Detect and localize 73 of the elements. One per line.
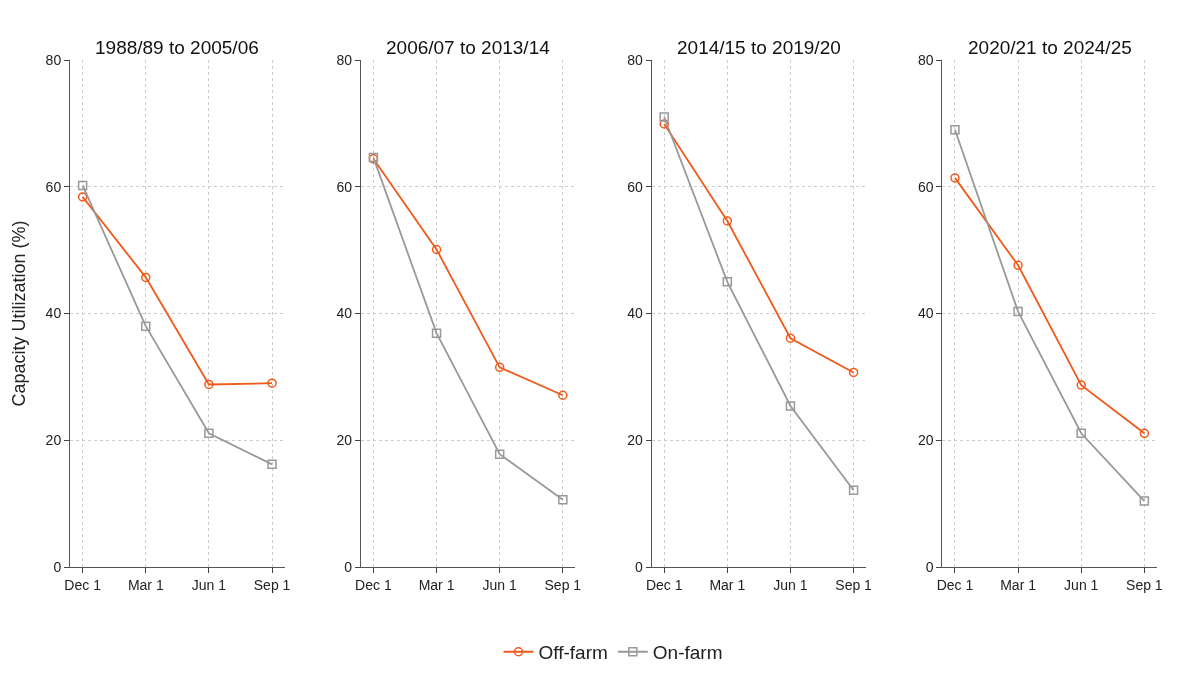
- y-tick-label: 20: [336, 432, 353, 449]
- chart-title: 1988/89 to 2005/06: [95, 37, 259, 58]
- legend-label: On-farm: [652, 642, 723, 664]
- point: [77, 192, 88, 202]
- y-tick-label: 40: [45, 305, 62, 322]
- point: [204, 379, 214, 390]
- point: [141, 272, 151, 283]
- chart-title: 2020/21 to 2024/25: [968, 37, 1132, 58]
- chart-title: 2014/15 to 2019/20: [677, 37, 841, 58]
- point: [1013, 306, 1023, 317]
- x-tick-label: Mar 1: [127, 576, 164, 593]
- x-tick-label: Jun 1: [191, 576, 227, 593]
- point: [722, 277, 733, 287]
- point: [785, 333, 796, 343]
- x-tick-label: Jun 1: [1064, 576, 1099, 593]
- point: [1139, 496, 1150, 506]
- y-tick-label: 80: [627, 51, 643, 68]
- y-tick-label: 40: [336, 305, 353, 322]
- y-tick-label: 40: [917, 305, 934, 322]
- y-tick-label: 20: [45, 432, 62, 449]
- point: [267, 459, 277, 470]
- y-tick-label: 60: [917, 178, 934, 195]
- legend-label: Off-farm: [538, 642, 608, 664]
- point: [141, 321, 151, 331]
- point: [1013, 260, 1023, 271]
- y-tick-label: 0: [634, 558, 643, 575]
- point: [77, 180, 88, 191]
- point: [848, 367, 859, 378]
- x-tick-label: Jun 1: [482, 576, 518, 593]
- chart-title: 2006/07 to 2013/14: [386, 37, 551, 58]
- point: [431, 244, 442, 255]
- y-tick-label: 60: [336, 178, 353, 195]
- y-tick-label: 0: [53, 558, 62, 575]
- x-tick-label: Sep 1: [1126, 576, 1163, 593]
- x-tick-label: Sep 1: [835, 576, 873, 593]
- x-tick-label: Dec 1: [64, 576, 102, 593]
- x-tick-label: Dec 1: [936, 576, 974, 593]
- point: [494, 449, 505, 459]
- y-tick-label: 80: [917, 51, 934, 68]
- point: [558, 495, 568, 505]
- point: [204, 428, 214, 439]
- y-tick-label: 0: [925, 558, 934, 575]
- point: [659, 112, 669, 122]
- y-tick-label: 20: [917, 432, 934, 449]
- x-tick-label: Sep 1: [544, 576, 582, 593]
- x-tick-label: Dec 1: [355, 576, 392, 593]
- x-tick-label: Mar 1: [418, 576, 455, 593]
- y-tick-label: 60: [45, 178, 62, 195]
- point: [494, 362, 505, 373]
- point: [848, 485, 859, 496]
- x-tick-label: Dec 1: [645, 576, 683, 593]
- x-tick-label: Sep 1: [253, 576, 291, 593]
- x-tick-label: Mar 1: [709, 576, 746, 593]
- y-tick-label: 80: [45, 51, 62, 68]
- point: [431, 328, 442, 338]
- y-tick-label: 40: [627, 305, 643, 322]
- y-tick-label: 80: [336, 51, 353, 68]
- x-tick-label: Jun 1: [773, 576, 808, 593]
- y-axis-title: Capacity Utilization (%): [8, 220, 29, 407]
- point: [950, 173, 960, 183]
- point: [659, 119, 669, 129]
- point: [1076, 380, 1086, 390]
- y-tick-label: 60: [627, 178, 643, 195]
- point: [1076, 428, 1086, 439]
- point: [1139, 428, 1150, 439]
- y-tick-label: 0: [344, 558, 353, 575]
- x-tick-label: Mar 1: [1000, 576, 1037, 593]
- point: [558, 390, 568, 400]
- point: [785, 401, 796, 411]
- y-tick-label: 20: [627, 432, 643, 449]
- point: [722, 216, 733, 226]
- point: [267, 378, 277, 388]
- point: [950, 124, 960, 135]
